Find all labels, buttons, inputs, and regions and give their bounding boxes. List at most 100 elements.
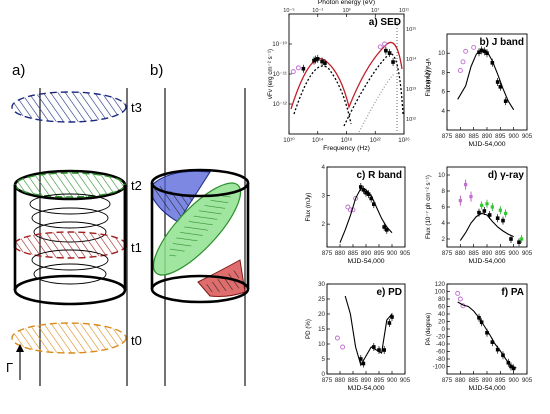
data-point-hist xyxy=(295,65,301,71)
y-tick-label: 20 xyxy=(318,311,325,318)
data-point-hist xyxy=(455,290,461,296)
data-point-hist xyxy=(340,344,346,350)
spiral-ring-2 xyxy=(31,207,109,229)
y-tick-label: 8 xyxy=(442,188,446,195)
data-point xyxy=(361,361,366,366)
right-tick-label: 10¹⁴ xyxy=(406,56,417,63)
jband-panel: 875 880 885 890 895 900 905 4 6 8 10 MJD-54,000 Flux… xyxy=(425,33,533,148)
data-point xyxy=(501,218,505,223)
green-tilted-disk-hatch xyxy=(169,191,231,257)
data-point xyxy=(369,196,373,201)
label-b: b) xyxy=(150,62,163,79)
data-point-green xyxy=(504,211,508,215)
x-tick-label: 880 xyxy=(455,250,466,257)
data-point xyxy=(323,61,327,65)
rband-panel: 875 880 885 890 895 900 905 2 3 4 MJD-54,000 Flux (… xyxy=(305,164,411,265)
y-tick-label: 8 xyxy=(442,69,446,76)
model-curve xyxy=(457,48,515,111)
data-point-hist xyxy=(334,335,340,341)
x-tick-label: 905 xyxy=(400,377,411,384)
x-tick-label: 875 xyxy=(442,250,453,257)
x-tick-label: 885 xyxy=(469,377,480,384)
panel-title: e) PD xyxy=(376,287,402,298)
data-point xyxy=(482,209,487,213)
panel-title: c) R band xyxy=(356,170,402,181)
data-point xyxy=(385,228,389,232)
data-point-hist xyxy=(471,44,477,50)
red-sector-hatch xyxy=(205,268,240,293)
x-tick-label: 10¹⁰ xyxy=(283,137,295,144)
y-tick-label: 5 xyxy=(322,356,326,363)
data-point xyxy=(301,66,306,71)
top-tick-label: 10⁻⁵ xyxy=(283,7,295,14)
data-point-hist xyxy=(463,48,469,54)
x-axis-label: Frequency (Hz) xyxy=(323,145,370,152)
x-tick-label: 885 xyxy=(469,133,480,140)
time-t0: t0 xyxy=(131,333,142,348)
y-tick-label: 40 xyxy=(438,311,445,318)
y-tick-label: 120 xyxy=(435,281,446,288)
x-tick-label: 895 xyxy=(374,377,385,384)
time-t3: t3 xyxy=(131,100,142,115)
x-tick-label: 905 xyxy=(522,377,533,384)
x-tick-label: 10²⁶ xyxy=(398,137,410,144)
x-tick-label: 890 xyxy=(361,250,372,257)
y-tick-label: -20 xyxy=(436,334,446,341)
x-tick-label: 880 xyxy=(335,250,346,257)
data-point xyxy=(359,357,363,361)
sed-panel: 10¹⁰ 10¹⁴ 10¹⁸ 10²² 10²⁶ 10⁻¹² 10⁻¹¹ 10⁻¹⁰ 10⁻⁵ 1… xyxy=(267,0,431,152)
data-point xyxy=(372,202,376,206)
x-tick-label: 885 xyxy=(469,250,480,257)
schematic-a: a) Γ t3 t2 t1 t0 xyxy=(6,62,142,386)
y-tick-label: 30 xyxy=(318,281,325,288)
top-tick-label: 10⁷ xyxy=(371,7,379,14)
data-point xyxy=(372,345,376,349)
data-point-green xyxy=(480,203,484,207)
top-axis-label: Photon energy (eV) xyxy=(318,0,375,6)
data-point xyxy=(482,49,487,54)
plot-frame xyxy=(326,166,406,248)
y-axis-label: Flux (10⁻⁷ ph cm⁻² s⁻¹) xyxy=(425,175,432,239)
data-point xyxy=(495,216,500,220)
data-point xyxy=(387,321,392,325)
data-point xyxy=(487,213,492,217)
x-tick-label: 905 xyxy=(400,250,411,257)
schematic-b: b) xyxy=(150,62,250,386)
data-point xyxy=(320,59,324,64)
data-point xyxy=(485,330,489,335)
cylinder-t2-bottom xyxy=(13,274,127,306)
model-curve xyxy=(457,301,517,369)
x-tick-label: 895 xyxy=(374,250,385,257)
x-tick-label: 895 xyxy=(495,133,506,140)
data-point xyxy=(382,348,386,352)
model-curve xyxy=(358,73,395,133)
y-tick-label: 10⁻¹¹ xyxy=(273,71,287,78)
cylinder-sides xyxy=(13,185,127,290)
x-tick-label: 885 xyxy=(348,377,359,384)
y-axis-label: Flux (mJy) xyxy=(305,193,312,222)
y-tick-label: 6 xyxy=(442,89,446,96)
x-tick-label: 905 xyxy=(522,133,533,140)
data-point xyxy=(479,48,484,53)
y-tick-label: 25 xyxy=(318,296,325,303)
time-t2: t2 xyxy=(131,178,142,193)
top-tick-label: 10¹¹ xyxy=(399,8,409,14)
data-point-green xyxy=(520,237,524,241)
disk-t3 xyxy=(11,91,127,123)
data-point xyxy=(377,348,381,352)
y-tick-label: 10 xyxy=(438,172,445,179)
data-point xyxy=(359,185,363,189)
model-curve xyxy=(339,187,393,243)
data-point xyxy=(390,315,394,319)
y-tick-label: 15 xyxy=(318,326,325,333)
x-tick-label: 10¹⁴ xyxy=(312,137,324,144)
right-tick-label: 10¹² xyxy=(406,117,416,123)
data-point xyxy=(485,51,489,55)
data-point xyxy=(511,366,516,371)
x-tick-label: 875 xyxy=(322,377,333,384)
data-point-green xyxy=(485,202,489,206)
data-point-hist xyxy=(464,183,468,187)
x-tick-label: 900 xyxy=(387,250,398,257)
y-tick-label: -40 xyxy=(436,341,446,348)
plot-frame xyxy=(326,283,406,375)
